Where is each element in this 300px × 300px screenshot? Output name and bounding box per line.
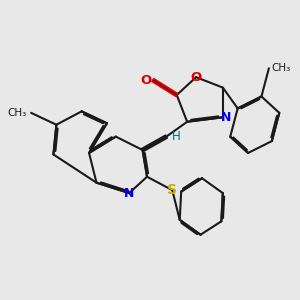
Text: CH₃: CH₃ [272, 63, 291, 73]
Text: S: S [167, 183, 177, 197]
Text: CH₃: CH₃ [8, 108, 27, 118]
Text: H: H [172, 130, 180, 143]
Text: O: O [140, 74, 151, 87]
Text: O: O [190, 71, 202, 84]
Text: N: N [220, 111, 231, 124]
Text: N: N [124, 187, 134, 200]
